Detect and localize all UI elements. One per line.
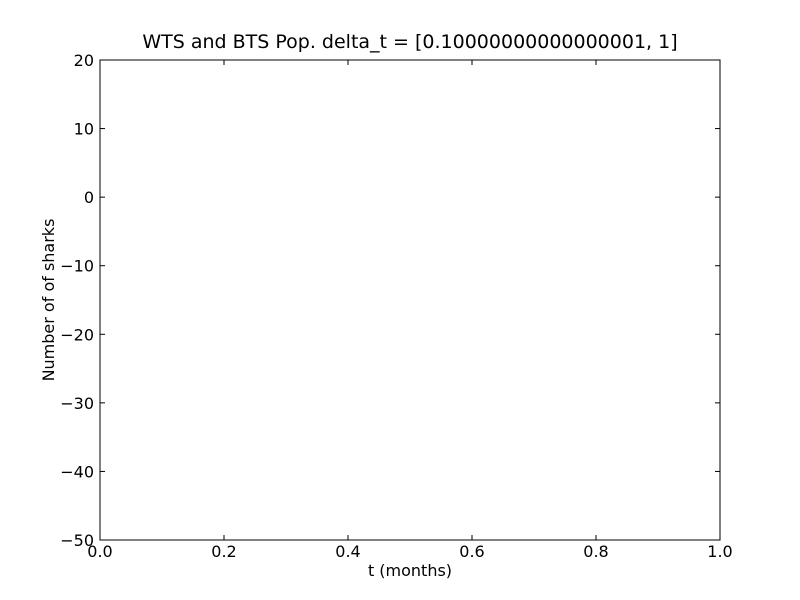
y-tick-label: 20 [74,51,94,70]
y-tick-label: −10 [60,257,94,276]
x-tick-label: 0.8 [583,542,608,561]
y-tick-label: −30 [60,394,94,413]
chart-title: WTS and BTS Pop. delta_t = [0.1000000000… [142,31,677,53]
y-tick-label: 0 [84,188,94,207]
y-axis-label: Number of of sharks [39,219,58,382]
x-tick-label: 0.6 [459,542,484,561]
y-tick-label: −20 [60,325,94,344]
y-tick-label: 10 [74,120,94,139]
x-tick-label: 1.0 [707,542,732,561]
x-axis-label: t (months) [368,561,452,580]
plot-area [99,59,721,541]
x-tick-label: 0.2 [211,542,236,561]
y-axis-ticks: 20 10 0 −10 −20 −30 −40 −50 [60,51,720,550]
y-tick-label: −50 [60,531,94,550]
x-tick-label: 0.0 [87,542,112,561]
x-axis-ticks: 0.0 0.2 0.4 0.6 0.8 1.0 [87,60,733,561]
y-tick-label: −40 [60,462,94,481]
x-tick-label: 0.4 [335,542,360,561]
